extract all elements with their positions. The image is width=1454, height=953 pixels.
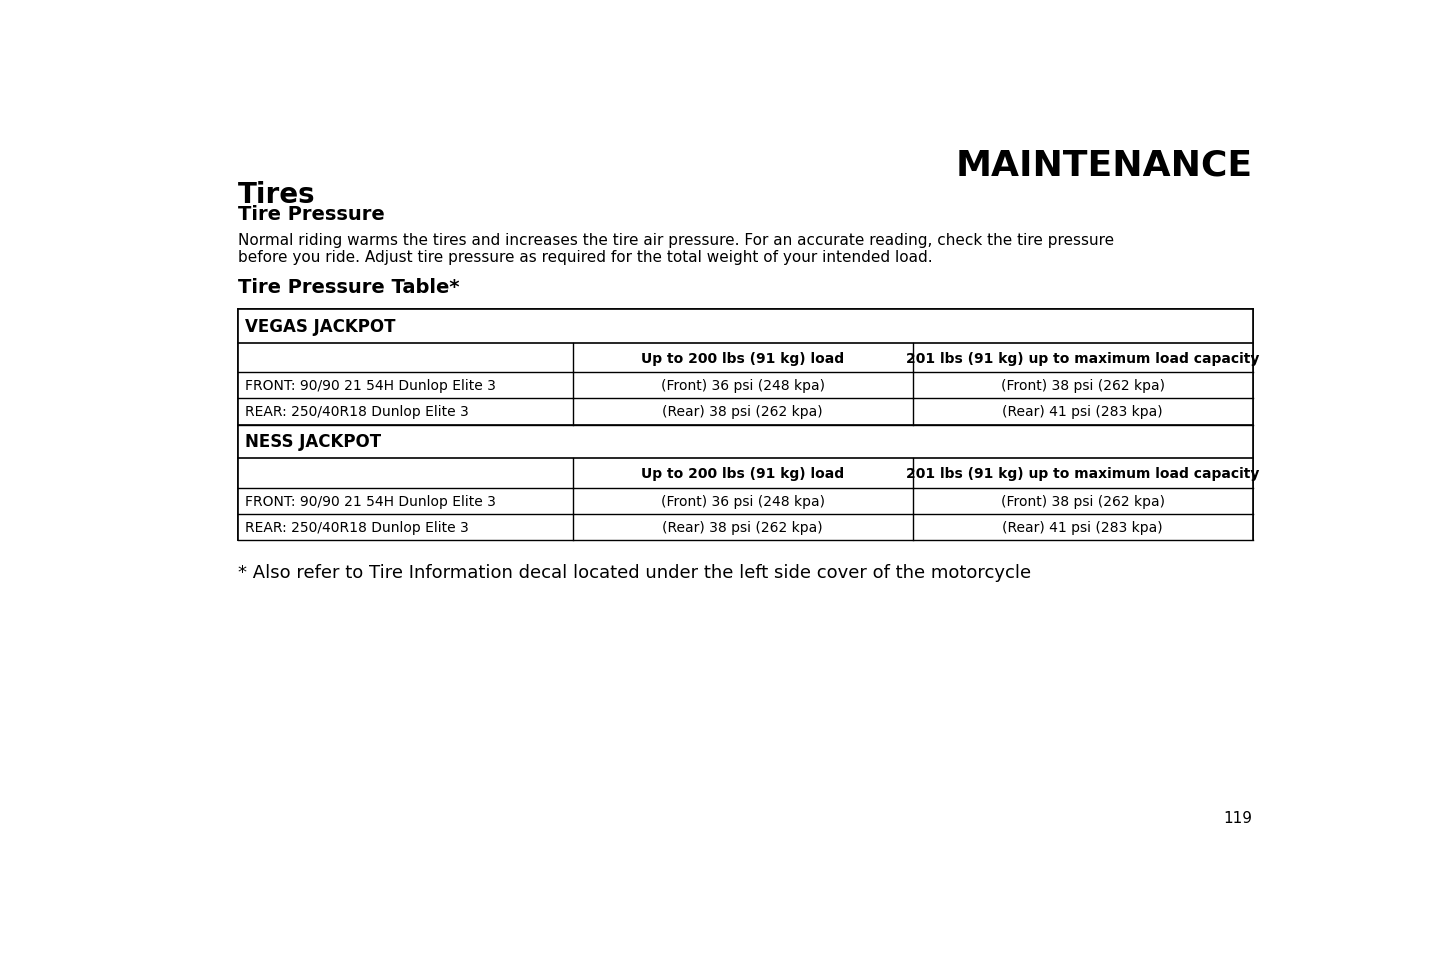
Text: VEGAS JACKPOT: VEGAS JACKPOT xyxy=(246,317,395,335)
Text: (Front) 36 psi (248 kpa): (Front) 36 psi (248 kpa) xyxy=(660,379,824,393)
Bar xyxy=(237,310,1253,540)
Bar xyxy=(237,373,573,399)
Bar xyxy=(573,488,913,515)
Text: REAR: 250/40R18 Dunlop Elite 3: REAR: 250/40R18 Dunlop Elite 3 xyxy=(246,520,470,535)
Text: Tire Pressure Table*: Tire Pressure Table* xyxy=(237,277,459,296)
Text: 201 lbs (91 kg) up to maximum load capacity: 201 lbs (91 kg) up to maximum load capac… xyxy=(906,467,1259,480)
Bar xyxy=(573,344,913,373)
Bar xyxy=(913,488,1253,515)
Text: (Rear) 41 psi (283 kpa): (Rear) 41 psi (283 kpa) xyxy=(1002,405,1163,419)
Text: Tire Pressure: Tire Pressure xyxy=(237,205,384,224)
Text: 119: 119 xyxy=(1224,810,1253,825)
Text: (Rear) 41 psi (283 kpa): (Rear) 41 psi (283 kpa) xyxy=(1002,520,1163,535)
Text: NESS JACKPOT: NESS JACKPOT xyxy=(246,433,381,451)
Text: Up to 200 lbs (91 kg) load: Up to 200 lbs (91 kg) load xyxy=(641,467,845,480)
Bar xyxy=(913,399,1253,425)
Bar xyxy=(913,515,1253,540)
Bar xyxy=(237,425,1253,459)
Bar xyxy=(237,515,573,540)
Text: (Front) 38 psi (262 kpa): (Front) 38 psi (262 kpa) xyxy=(1000,495,1165,508)
Bar xyxy=(913,459,1253,488)
Bar xyxy=(237,344,573,373)
Bar xyxy=(237,488,573,515)
Text: REAR: 250/40R18 Dunlop Elite 3: REAR: 250/40R18 Dunlop Elite 3 xyxy=(246,405,470,419)
Bar xyxy=(573,515,913,540)
Bar xyxy=(913,373,1253,399)
Text: * Also refer to Tire Information decal located under the left side cover of the : * Also refer to Tire Information decal l… xyxy=(237,563,1031,581)
Text: (Front) 36 psi (248 kpa): (Front) 36 psi (248 kpa) xyxy=(660,495,824,508)
Bar xyxy=(573,399,913,425)
Text: MAINTENANCE: MAINTENANCE xyxy=(955,149,1253,182)
Bar xyxy=(573,459,913,488)
Text: Up to 200 lbs (91 kg) load: Up to 200 lbs (91 kg) load xyxy=(641,352,845,365)
Text: FRONT: 90/90 21 54H Dunlop Elite 3: FRONT: 90/90 21 54H Dunlop Elite 3 xyxy=(246,379,496,393)
Bar xyxy=(573,373,913,399)
Text: (Rear) 38 psi (262 kpa): (Rear) 38 psi (262 kpa) xyxy=(663,520,823,535)
Bar xyxy=(913,344,1253,373)
Text: before you ride. Adjust tire pressure as required for the total weight of your i: before you ride. Adjust tire pressure as… xyxy=(237,250,932,265)
Text: (Front) 38 psi (262 kpa): (Front) 38 psi (262 kpa) xyxy=(1000,379,1165,393)
Text: (Rear) 38 psi (262 kpa): (Rear) 38 psi (262 kpa) xyxy=(663,405,823,419)
Text: Normal riding warms the tires and increases the tire air pressure. For an accura: Normal riding warms the tires and increa… xyxy=(237,233,1114,248)
Text: Tires: Tires xyxy=(237,180,316,209)
Bar xyxy=(237,399,573,425)
Bar xyxy=(237,310,1253,344)
Bar xyxy=(237,459,573,488)
Text: 201 lbs (91 kg) up to maximum load capacity: 201 lbs (91 kg) up to maximum load capac… xyxy=(906,352,1259,365)
Text: FRONT: 90/90 21 54H Dunlop Elite 3: FRONT: 90/90 21 54H Dunlop Elite 3 xyxy=(246,495,496,508)
